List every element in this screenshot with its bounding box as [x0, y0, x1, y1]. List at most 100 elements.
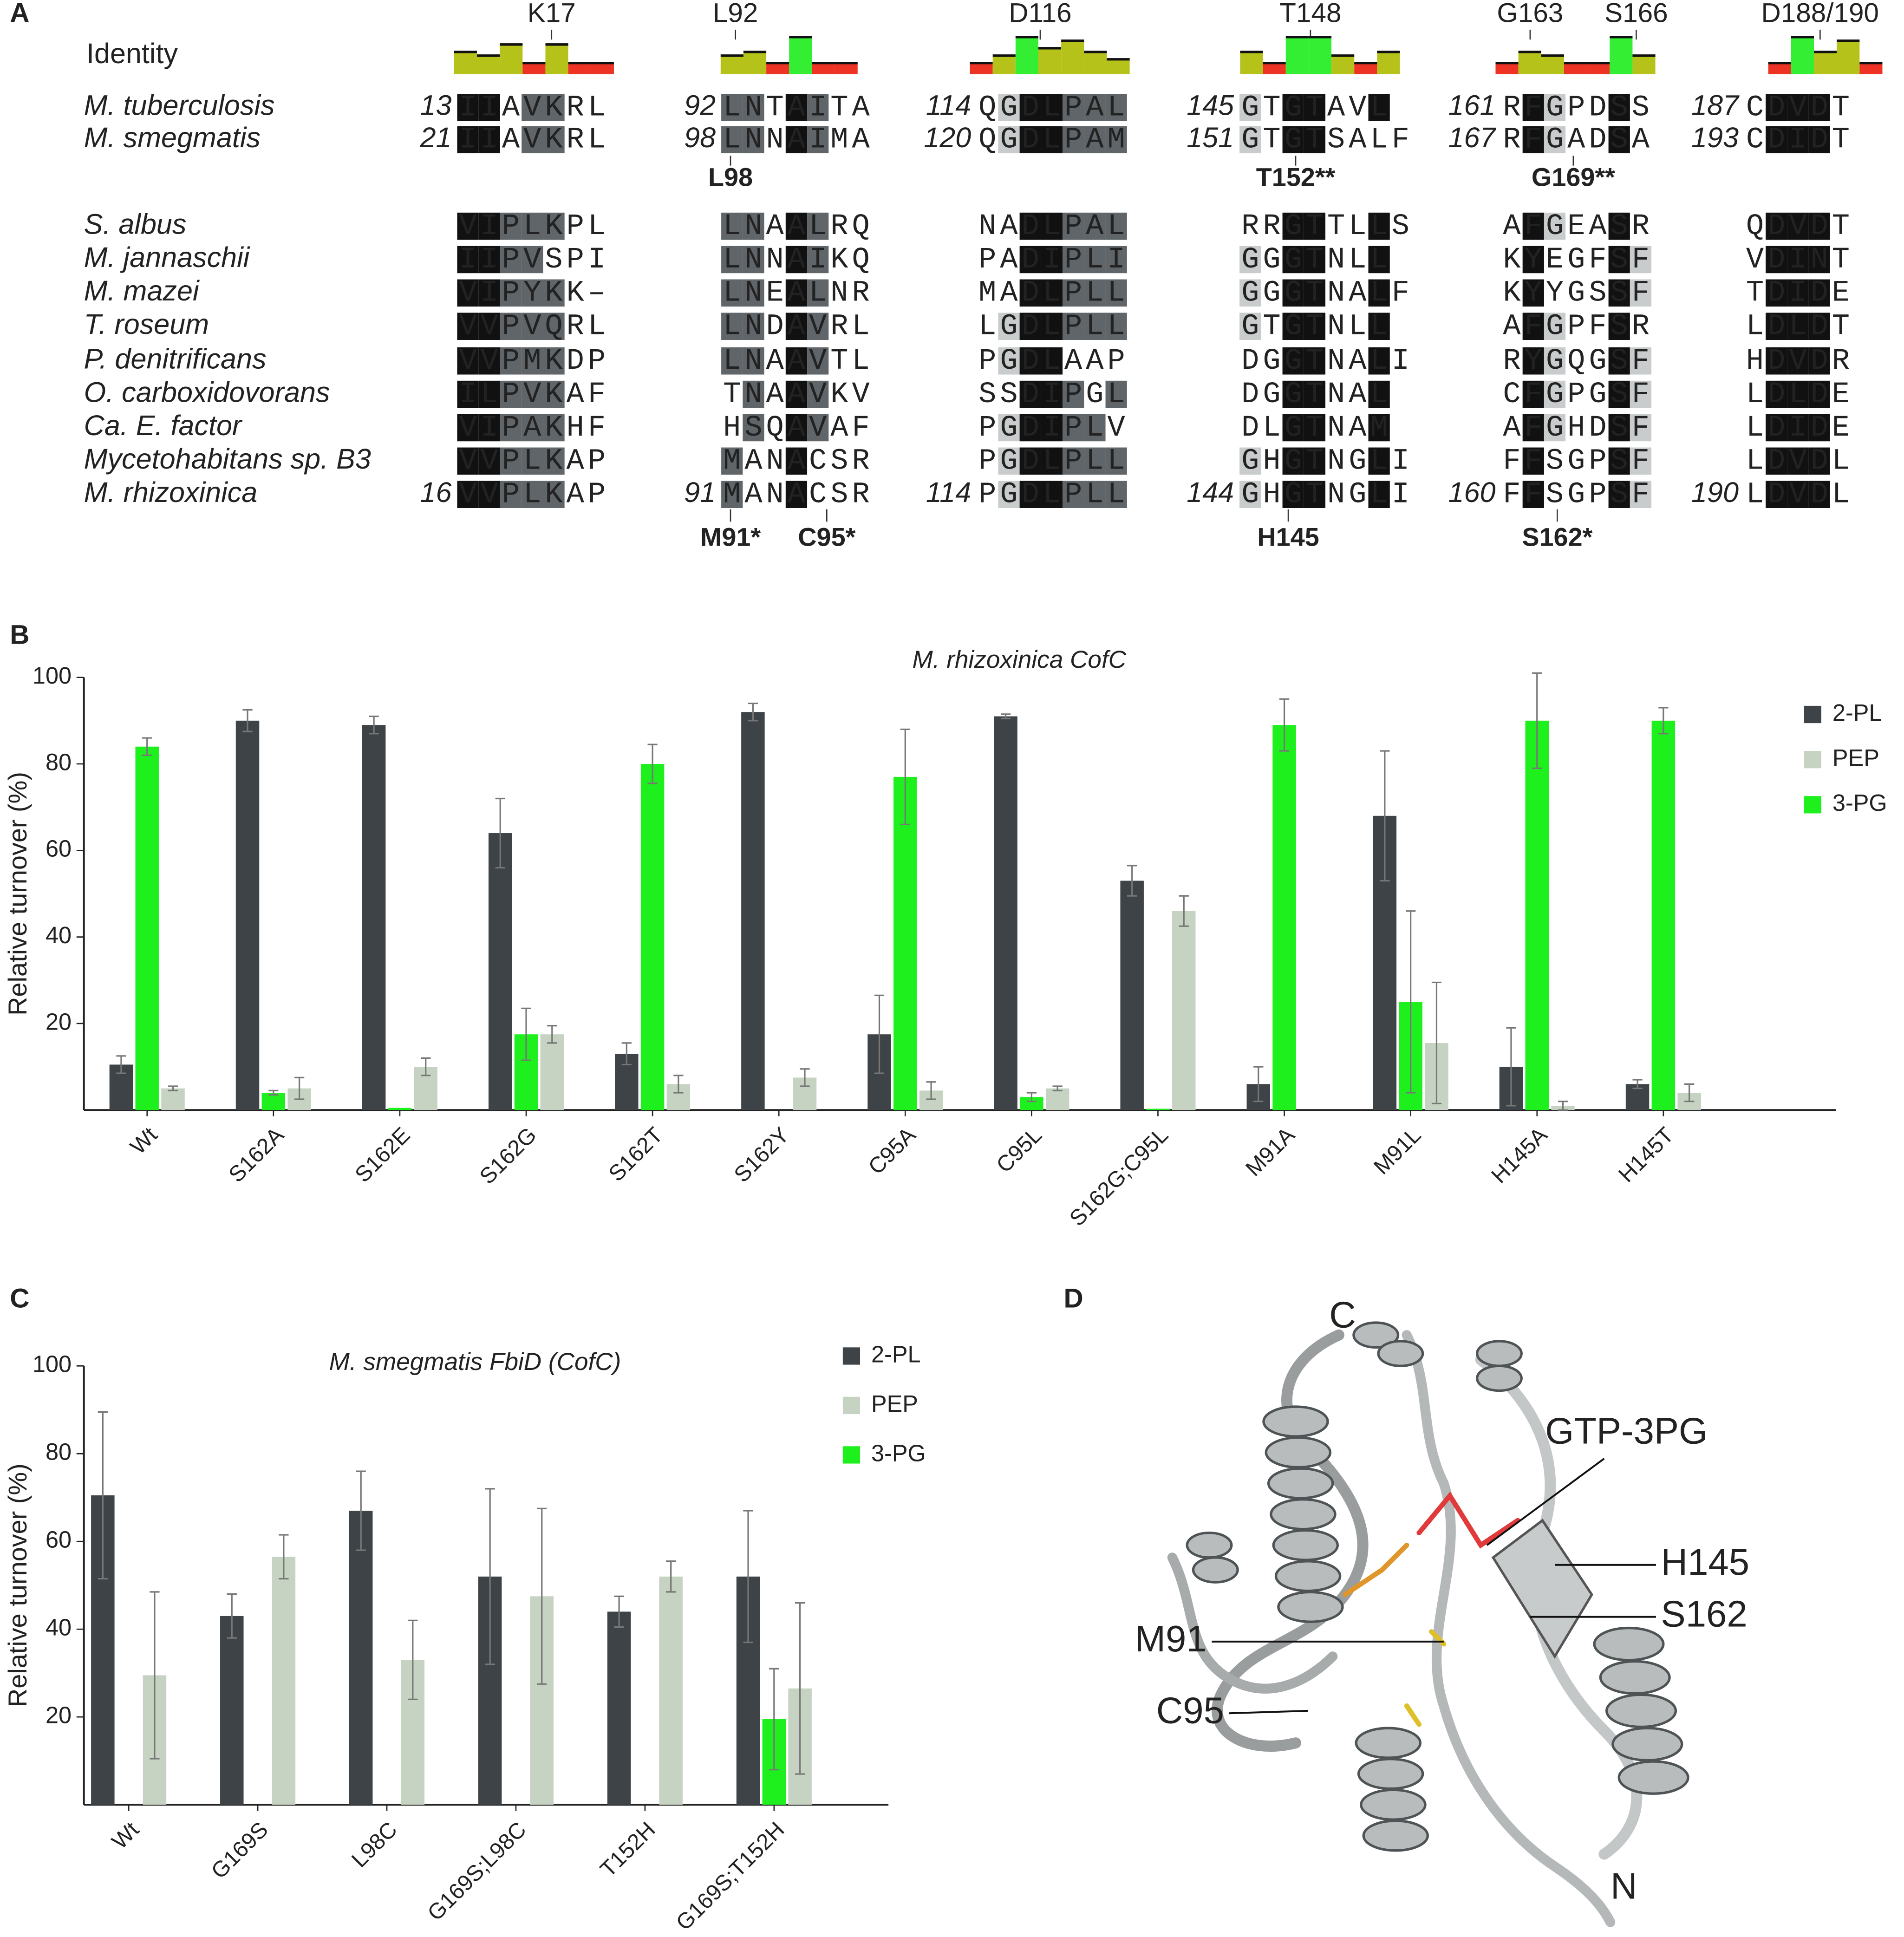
residue-shade	[1304, 279, 1326, 307]
error-bar	[1431, 981, 1442, 1104]
identity-bar	[1859, 63, 1883, 74]
error-bar	[926, 1081, 936, 1100]
residue-shade	[1368, 414, 1390, 442]
residue-number: 160	[1448, 476, 1496, 508]
residue-shade	[1522, 126, 1544, 154]
sequence: TNAAVKV	[723, 378, 874, 411]
residue-shade	[1766, 380, 1787, 408]
identity-bar	[1610, 37, 1633, 74]
identity-bar	[743, 52, 767, 74]
residue-shade	[457, 447, 479, 475]
y-tick-label: 100	[33, 1351, 72, 1377]
sequence: IIAVKRL	[459, 124, 609, 157]
residue-shade	[1282, 246, 1304, 274]
sequence-highlight: QGDLPAL	[978, 91, 1129, 124]
residue-shade	[1019, 313, 1041, 340]
identity-bar	[454, 52, 477, 74]
error-bar	[614, 1595, 624, 1628]
error-bar	[1506, 1027, 1516, 1107]
residue-shade	[1041, 347, 1063, 375]
residue-shade	[1063, 481, 1084, 508]
position-label: L92	[713, 0, 758, 28]
residue-shade	[1808, 94, 1830, 121]
bar	[349, 1511, 373, 1805]
legend-label: 2-PL	[1832, 699, 1882, 726]
residue-shade	[522, 481, 543, 508]
residue-shade	[1239, 246, 1261, 274]
panel-label: D	[1063, 1284, 1083, 1314]
y-tick-label: 80	[46, 1439, 72, 1465]
sequence: LNNAIMA	[723, 124, 874, 157]
residue-shade	[1368, 313, 1390, 340]
residue-shade	[500, 380, 522, 408]
sequence: LNAAVTL	[723, 345, 874, 378]
sequence: MANACSR	[723, 445, 874, 478]
residue-shade	[500, 481, 522, 508]
sequence-highlight: PADIPLI	[978, 243, 1129, 277]
error-bar	[743, 1510, 753, 1644]
sequence: AFGHDSF	[1503, 411, 1653, 445]
residue-shade	[478, 246, 500, 274]
residue-shade	[1630, 481, 1652, 508]
identity-bar	[1084, 52, 1107, 74]
residue-shade	[543, 481, 565, 508]
residue-shade	[543, 447, 565, 475]
residue-label: H145	[1661, 1541, 1750, 1583]
sequence: SSDIPGL	[978, 378, 1129, 411]
loop	[1167, 1552, 1338, 1694]
error-bar	[673, 1075, 684, 1094]
sequence: LNDAVRL	[723, 310, 874, 344]
ligand-sticks	[1416, 1491, 1520, 1549]
residue-shade	[1304, 481, 1326, 508]
chart-title: M. smegmatis FbiD (CofC)	[329, 1348, 621, 1376]
residue-number: 98	[684, 122, 716, 153]
sequence: DGGTNALI	[1241, 345, 1413, 378]
residue-shade	[457, 126, 479, 154]
identity-bar	[522, 63, 546, 74]
identity-bar	[500, 44, 523, 74]
residue-shade	[1608, 212, 1630, 240]
x-tick-label: H145T	[1614, 1122, 1679, 1187]
residue-shade	[1019, 414, 1041, 442]
chart-title: M. rhizoxinica CofC	[913, 646, 1127, 673]
sequence: MANACSR	[723, 478, 874, 512]
residue-shade	[1608, 481, 1630, 508]
position-label: S166	[1604, 0, 1668, 28]
residue-shade	[998, 126, 1020, 154]
residue-shade	[721, 126, 743, 154]
residue-shade	[1282, 313, 1304, 340]
sequence-highlight: QGDLPAM	[978, 124, 1129, 157]
residue-label: G169**	[1532, 163, 1615, 192]
residue-shade	[1787, 380, 1809, 408]
residue-shade	[1368, 246, 1390, 274]
sequence: GHGTNGLI	[1241, 478, 1413, 512]
y-tick-label: 20	[46, 1008, 72, 1035]
sequence: AFGEASR	[1503, 210, 1653, 243]
sequence-highlight: MADLPLL	[978, 277, 1129, 310]
residue-shade	[522, 447, 543, 475]
residue-label: C95*	[798, 522, 855, 551]
residue-shade	[1304, 447, 1326, 475]
identity-bar	[1632, 55, 1656, 74]
residue-shade	[807, 246, 829, 274]
y-tick-label: 100	[33, 662, 72, 689]
identity-bar	[970, 63, 993, 74]
x-tick-label: T152H	[596, 1817, 660, 1882]
residue-shade	[543, 94, 565, 121]
legend-label: 2-PL	[871, 1341, 921, 1367]
residue-number: 13	[420, 90, 452, 121]
x-tick-label: C95L	[992, 1122, 1047, 1177]
species-name: P. denitrificans	[84, 343, 267, 374]
sequence: VVPLKAP	[459, 445, 609, 478]
residue-shade	[478, 126, 500, 154]
error-bar	[900, 728, 910, 826]
bar	[235, 720, 260, 1110]
sequence: RFGADSA	[1503, 124, 1653, 157]
residue-shade	[1787, 94, 1809, 121]
residue-shade	[1808, 347, 1830, 375]
residue-shade	[457, 279, 479, 307]
sequence: LDIDE	[1746, 411, 1853, 445]
residue-shade	[1041, 94, 1063, 121]
y-tick-label: 60	[46, 1526, 72, 1553]
error-bar	[547, 1025, 557, 1044]
